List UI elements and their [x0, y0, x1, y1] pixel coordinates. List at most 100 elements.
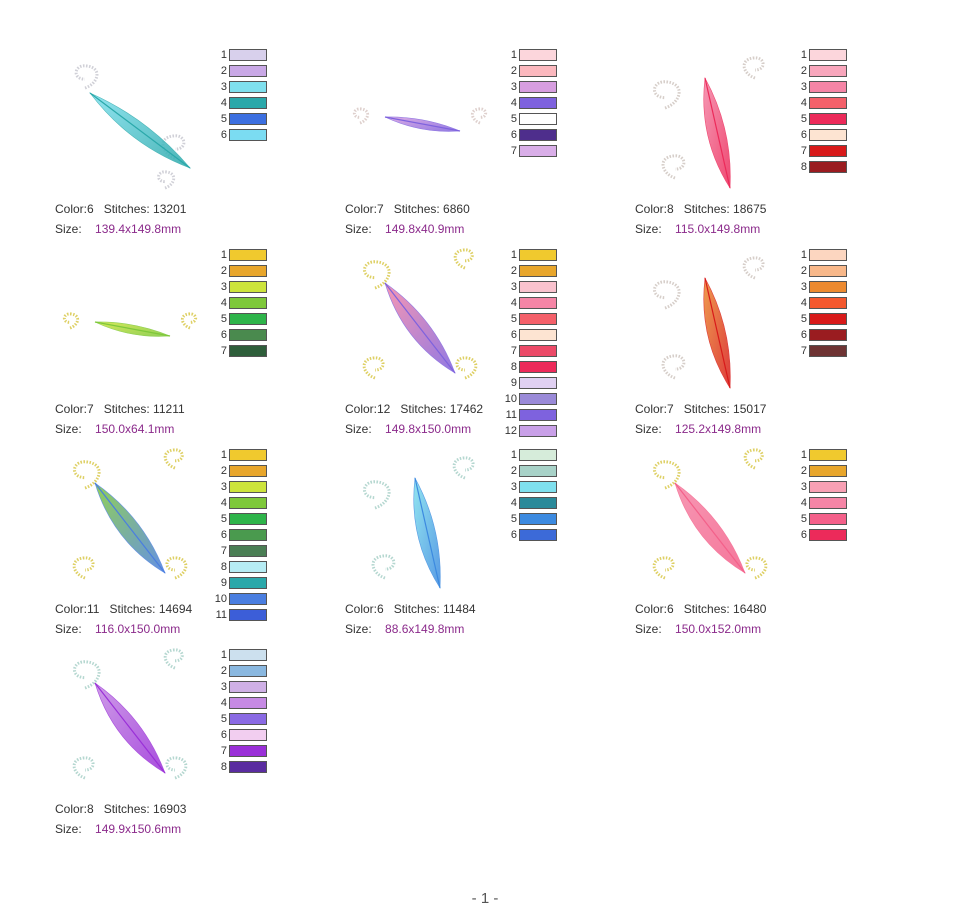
swatch-number: 4: [800, 97, 807, 109]
color-swatch-row: 5: [497, 512, 567, 528]
color-swatch: [229, 545, 267, 557]
swatch-number: 7: [510, 345, 517, 357]
swatch-number: 2: [510, 465, 517, 477]
swatch-number: 5: [800, 113, 807, 125]
stitch-count: Stitches: 6860: [393, 202, 470, 216]
color-swatch-row: 4: [207, 296, 277, 312]
stitch-info: Color:8 Stitches: 18675: [635, 202, 766, 216]
color-swatch-row: 10: [207, 592, 277, 608]
color-swatch: [229, 713, 267, 725]
swatch-number: 3: [510, 481, 517, 493]
swatch-number: 12: [504, 425, 517, 437]
color-swatch: [519, 409, 557, 421]
swatch-number: 10: [214, 593, 227, 605]
swatch-number: 6: [220, 329, 227, 341]
swatch-number: 8: [510, 361, 517, 373]
feather-red-thumbnail: [635, 48, 785, 198]
color-swatch-row: 1: [787, 448, 857, 464]
color-swatch: [519, 345, 557, 357]
feather-pink-purple-thumbnail: [345, 248, 495, 398]
color-swatch-row: 1: [497, 448, 567, 464]
color-swatch: [519, 313, 557, 325]
swatch-number: 2: [220, 65, 227, 77]
stitch-count: Stitches: 17462: [400, 402, 484, 416]
size-label: Size:: [55, 822, 82, 836]
color-swatch: [519, 145, 557, 157]
color-swatch: [809, 465, 847, 477]
color-swatch: [809, 81, 847, 93]
design-card: 1 2 3 4 5 6 7 Color:7 Stitches: 6860 Size: 149.8…: [345, 48, 635, 248]
color-swatch-row: 2: [787, 464, 857, 480]
swatch-number: 1: [800, 449, 807, 461]
size-info: Size: 125.2x149.8mm: [635, 422, 761, 436]
color-swatch-row: 6: [207, 328, 277, 344]
swatch-number: 2: [220, 665, 227, 677]
swatch-number: 6: [510, 129, 517, 141]
swatch-number: 6: [510, 529, 517, 541]
swatch-number: 8: [220, 761, 227, 773]
swatch-number: 2: [800, 265, 807, 277]
stitch-info: Color:7 Stitches: 15017: [635, 402, 766, 416]
color-swatch-row: 10: [497, 392, 567, 408]
feather-rose-gold-thumbnail: [635, 448, 785, 598]
size-value: 150.0x64.1mm: [95, 422, 175, 436]
color-swatch-row: 6: [497, 328, 567, 344]
swatch-number: 4: [220, 497, 227, 509]
color-swatch: [229, 681, 267, 693]
color-swatch-row: 1: [207, 248, 277, 264]
size-value: 149.8x40.9mm: [385, 222, 465, 236]
color-swatch: [229, 49, 267, 61]
stitch-info: Color:6 Stitches: 11484: [345, 602, 476, 616]
color-count: Color:6: [635, 602, 674, 616]
swatch-number: 6: [800, 329, 807, 341]
color-swatch: [229, 529, 267, 541]
color-swatch: [809, 129, 847, 141]
color-swatch: [809, 49, 847, 61]
color-swatch: [809, 449, 847, 461]
color-swatch: [519, 529, 557, 541]
color-swatch-row: 8: [787, 160, 857, 176]
color-swatch: [229, 249, 267, 261]
swatch-number: 7: [220, 345, 227, 357]
swatch-number: 5: [510, 513, 517, 525]
swatch-number: 3: [220, 281, 227, 293]
feather-purple-thumbnail: [55, 648, 205, 798]
color-swatch: [229, 649, 267, 661]
color-swatch-row: 11: [207, 608, 277, 624]
color-swatch: [519, 65, 557, 77]
stitch-count: Stitches: 13201: [103, 202, 187, 216]
swatch-number: 6: [510, 329, 517, 341]
color-swatch-row: 5: [787, 512, 857, 528]
swatch-number: 3: [800, 81, 807, 93]
color-swatch: [809, 481, 847, 493]
swatch-number: 1: [510, 249, 517, 261]
swatch-number: 9: [220, 577, 227, 589]
color-swatch-row: 1: [787, 48, 857, 64]
feather-teal-thumbnail: [55, 48, 205, 198]
design-card: 1 2 3 4 5 6 Color:6 Stitches: 11484 Size: 88.6x…: [345, 448, 635, 648]
color-swatch-row: 4: [497, 496, 567, 512]
size-label: Size:: [345, 422, 372, 436]
swatch-number: 6: [800, 129, 807, 141]
swatch-number: 5: [800, 513, 807, 525]
color-swatch: [519, 97, 557, 109]
color-swatch-row: 11: [497, 408, 567, 424]
design-card: 1 2 3 4 5 6 7 8 Color:8 Stitches: 16903 Size: 149…: [55, 648, 345, 848]
swatch-number: 3: [800, 481, 807, 493]
size-label: Size:: [345, 622, 372, 636]
color-swatch: [809, 65, 847, 77]
color-swatch: [519, 297, 557, 309]
swatch-number: 3: [510, 81, 517, 93]
color-swatch-row: 5: [207, 712, 277, 728]
size-info: Size: 150.0x64.1mm: [55, 422, 174, 436]
swatch-number: 8: [800, 161, 807, 173]
color-swatch-row: 7: [207, 744, 277, 760]
color-swatch: [809, 161, 847, 173]
swatch-number: 1: [510, 49, 517, 61]
color-swatch-row: 6: [787, 528, 857, 544]
color-swatch: [519, 49, 557, 61]
color-swatch: [809, 249, 847, 261]
size-info: Size: 150.0x152.0mm: [635, 622, 761, 636]
size-label: Size:: [345, 222, 372, 236]
stitch-info: Color:6 Stitches: 13201: [55, 202, 186, 216]
